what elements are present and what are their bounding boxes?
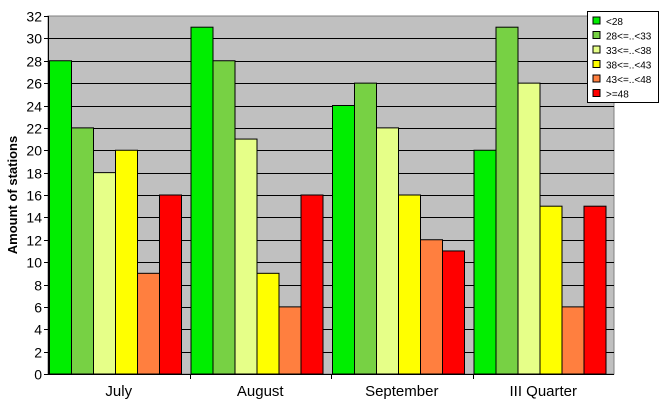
bar-august-series-1: [212, 60, 236, 375]
legend-swatch: [592, 16, 601, 25]
x-tick-label: III Quarter: [509, 383, 577, 400]
bar-august-series-0: [190, 26, 214, 375]
legend-swatch: [592, 31, 601, 39]
bar-july-series-5: [159, 194, 182, 375]
bar-august-series-5: [300, 194, 324, 375]
legend: <28 28<=..<33 33<=..<38 38<=..<43 43<=..<48 >…: [587, 11, 659, 103]
bar-july-series-3: [115, 149, 138, 375]
bar-july-series-2: [93, 172, 116, 375]
bar-september-series-4: [420, 239, 443, 375]
y-tick-label: 12: [26, 233, 42, 249]
bar-july-series-0: [49, 60, 72, 375]
bar-september-series-5: [442, 250, 465, 375]
bar-september-series-2: [376, 127, 399, 375]
bar-august-series-2: [234, 138, 258, 375]
bar-iii-quarter-series-2: [517, 82, 541, 375]
y-axis-title: Amount of stations: [5, 136, 20, 254]
x-tick-label: August: [237, 383, 285, 400]
bar-iii-quarter-series-5: [583, 205, 607, 375]
legend-label: 33<=..<38: [606, 46, 652, 57]
legend-swatch: [592, 45, 601, 54]
legend-label: 43<=..<48: [606, 75, 652, 86]
y-tick-label: 0: [34, 367, 42, 383]
x-tick-label: September: [365, 383, 438, 400]
y-tick-label: 28: [26, 54, 42, 70]
y-tick-label: 18: [26, 166, 42, 182]
y-tick-label: 20: [26, 143, 42, 159]
y-tick-label: 8: [34, 278, 42, 294]
y-tick-label: 24: [26, 99, 42, 115]
y-tick-label: 32: [26, 9, 42, 25]
bar-september-series-1: [354, 82, 377, 375]
bar-july-series-1: [71, 127, 94, 375]
bar-august-series-4: [278, 306, 302, 375]
y-tick-label: 16: [26, 188, 42, 204]
y-tick-label: 6: [34, 300, 42, 316]
legend-label: 28<=..<33: [606, 32, 652, 43]
legend-label: <28: [606, 17, 623, 28]
y-tick-label: 26: [26, 76, 42, 92]
bar-august-series-3: [256, 272, 280, 375]
legend-swatch: [592, 74, 601, 83]
bar-july-series-4: [137, 272, 160, 375]
bar-iii-quarter-series-0: [473, 149, 497, 375]
legend-box: [587, 11, 659, 103]
legend-swatch: [592, 89, 601, 97]
bar-september-series-3: [398, 194, 421, 375]
y-tick-label: 2: [34, 345, 42, 361]
bar-iii-quarter-series-1: [495, 26, 519, 375]
y-tick-label: 30: [26, 31, 42, 47]
y-tick-label: 10: [26, 255, 42, 271]
x-tick-label: July: [105, 383, 132, 400]
y-tick-label: 4: [34, 322, 42, 338]
bar-september-series-0: [332, 105, 355, 375]
bar-iii-quarter-series-4: [561, 306, 585, 375]
legend-label: 38<=..<43: [606, 61, 652, 72]
legend-swatch: [592, 60, 601, 68]
bar-iii-quarter-series-3: [539, 205, 563, 375]
y-tick-label: 14: [26, 210, 42, 226]
y-tick-label: 22: [26, 121, 42, 137]
legend-label: >=48: [606, 90, 629, 101]
